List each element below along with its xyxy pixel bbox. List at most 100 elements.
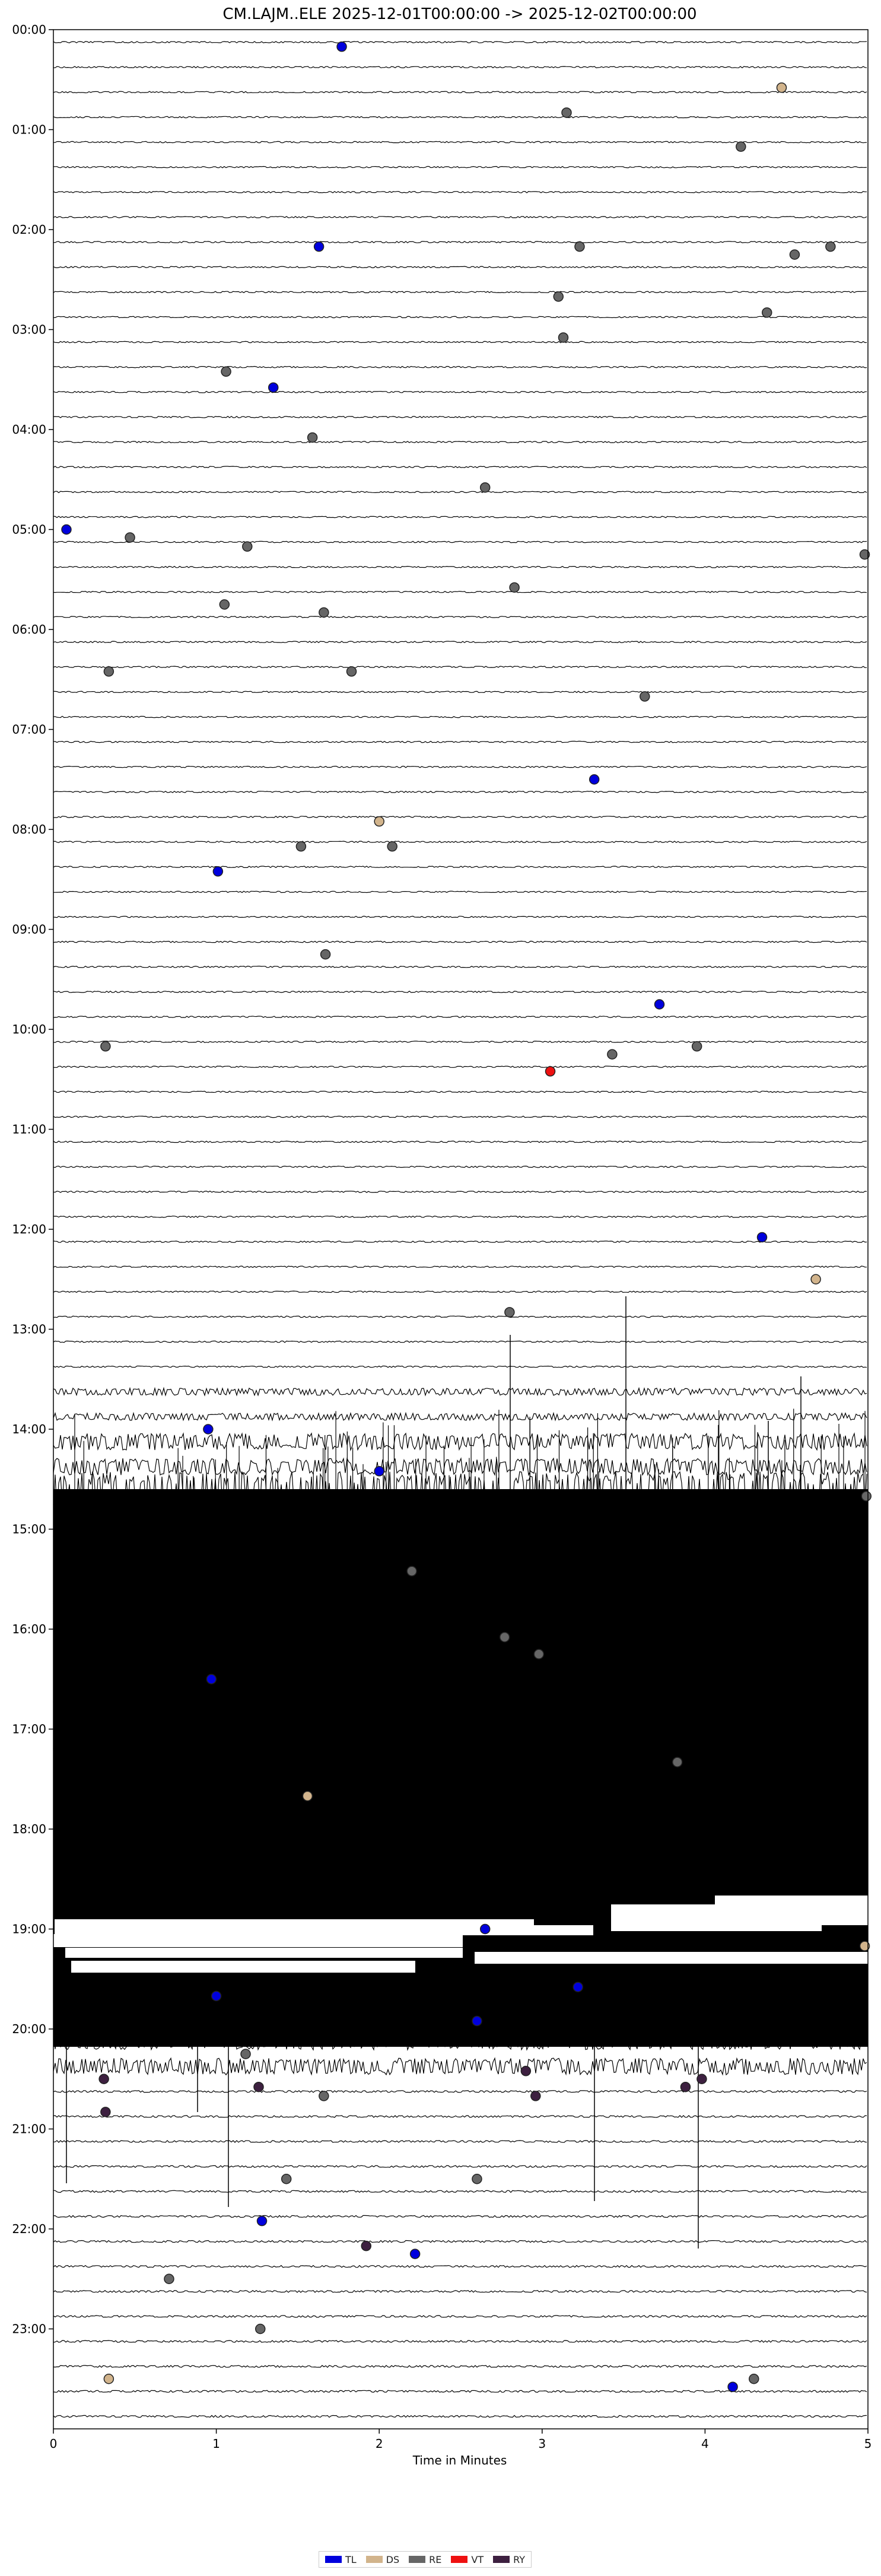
waveform-trace [53,41,867,44]
waveform-trace [53,190,867,193]
waveform-trace [53,141,867,144]
event-marker-ry [680,2081,691,2092]
y-tick-label: 01:00 [12,123,46,137]
waveform-trace [53,390,867,393]
waveform-trace [53,2390,867,2393]
waveform-trace [53,2314,867,2318]
event-marker-tl [479,1923,491,1935]
waveform-gap [475,1952,868,1964]
y-tick-label: 11:00 [12,1122,46,1137]
waveform-trace [53,990,867,993]
chart-title: CM.LAJM..ELE 2025-12-01T00:00:00 -> 2025… [222,5,696,23]
event-marker-ry [98,2073,109,2084]
event-marker-ds [776,82,787,93]
y-tick-label: 04:00 [12,422,46,437]
waveform-trace [53,2057,867,2076]
event-marker-tl [573,1982,583,1992]
legend-entry-vt: VT [451,2554,484,2565]
waveform-trace [53,116,867,119]
event-marker-re [164,2273,174,2284]
event-marker-re [761,307,772,318]
waveform-trace [53,641,867,644]
y-tick-label: 06:00 [12,622,46,637]
event-marker-ds [103,2374,115,2384]
legend-label: RE [429,2553,442,2565]
waveform-trace [53,891,867,893]
y-tick-label: 19:00 [12,1922,46,1936]
x-tick-label: 3 [538,2437,546,2451]
event-marker-tl [654,999,665,1010]
waveform-trace [53,565,867,568]
legend-entry-ry: RY [493,2554,525,2565]
event-marker-tl [313,241,325,252]
y-tick-label: 07:00 [12,723,46,737]
y-tick-label: 00:00 [12,23,46,37]
waveform-trace [53,441,867,443]
waveform-trace [53,2090,867,2093]
event-marker-vt [545,1066,556,1077]
event-marker-re [125,532,135,543]
y-tick-label: 14:00 [12,1422,46,1436]
event-marker-re [100,1041,111,1052]
event-marker-re [103,666,115,677]
y-tick-label: 16:00 [12,1622,46,1636]
y-tick-label: 22:00 [12,2222,46,2236]
waveform-trace [53,2140,867,2143]
event-marker-re [749,2374,759,2384]
plot-frame [53,29,869,2429]
event-marker-re [861,1491,872,1502]
event-marker-tl [211,1990,222,2002]
waveform-trace [53,1016,867,1018]
waveform-trace [53,740,867,743]
event-marker-ry [361,2240,371,2251]
x-tick-label: 2 [376,2437,383,2451]
event-marker-ds [374,816,384,827]
y-tick-label: 10:00 [12,1022,46,1036]
legend-label: TL [345,2553,357,2565]
waveform-trace [53,1411,867,1421]
waveform-trace [53,1241,867,1243]
event-marker-re [479,482,491,493]
legend-swatch [365,2556,383,2563]
event-marker-re [219,599,230,610]
waveform-trace [53,940,867,943]
event-marker-re [558,332,569,343]
event-marker-re [242,541,253,552]
waveform-trace [53,316,867,319]
waveform-trace [53,715,867,718]
legend-entry-tl: TL [325,2554,357,2565]
event-marker-re [574,241,585,252]
event-marker-tl [212,866,224,877]
y-tick-label: 15:00 [12,1522,46,1537]
event-marker-tl [268,382,279,393]
waveform-trace [53,616,867,618]
event-marker-tl [472,2015,482,2027]
legend-swatch [493,2556,510,2563]
waveform-trace [53,790,867,793]
waveform-gap [71,1961,415,1973]
waveform-gap [65,1948,463,1958]
waveform-trace [53,1115,867,1118]
waveform-trace [53,2265,867,2268]
event-marker-tl [206,1674,217,1684]
event-marker-ds [859,1941,870,1951]
waveform-trace [53,1190,867,1193]
event-marker-re [691,1041,702,1052]
waveform-trace [53,815,867,818]
legend-label: DS [386,2553,400,2565]
event-marker-re [672,1757,683,1767]
waveform-trace [53,2240,867,2243]
event-marker-ry [696,2073,707,2084]
event-marker-re [387,841,397,852]
event-marker-re [221,366,231,377]
x-tick-label: 5 [864,2437,872,2451]
event-marker-re [504,1307,515,1318]
waveform-trace [53,1066,867,1068]
waveform-traces [53,41,868,2418]
waveform-trace [53,915,867,918]
waveform-trace [53,1140,867,1143]
event-marker-ry [520,2066,532,2076]
waveform-trace [53,2340,867,2343]
legend-label: RY [513,2553,525,2565]
